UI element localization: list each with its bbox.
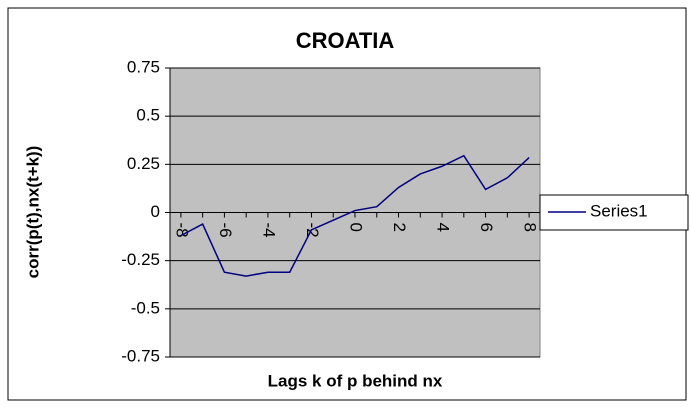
y-tick-label: -0.25 [121,250,160,269]
legend-label: Series1 [590,201,648,220]
x-tick-label: 2 [390,223,409,232]
x-axis-label: Lags k of p behind nx [268,371,443,390]
x-tick-label: 0 [347,223,366,232]
x-tick-label: 6 [477,223,496,232]
y-tick-label: -0.75 [121,346,160,365]
x-tick-label: 8 [521,223,540,232]
x-tick-label: -6 [216,223,235,238]
chart-title: CROATIA [296,28,395,53]
y-tick-label: 0.25 [127,154,160,173]
series-line [180,154,530,277]
y-tick-label: 0 [151,202,160,221]
x-tick-label: -4 [259,223,278,238]
y-tick-label: -0.5 [131,298,160,317]
y-tick-label: 0.75 [127,57,160,76]
x-tick-label: -8 [172,223,191,238]
y-axis-label: corr(p(t),nx(t+k)) [23,146,42,279]
y-tick-label: 0.5 [136,106,160,125]
x-tick-label: 4 [434,223,453,232]
